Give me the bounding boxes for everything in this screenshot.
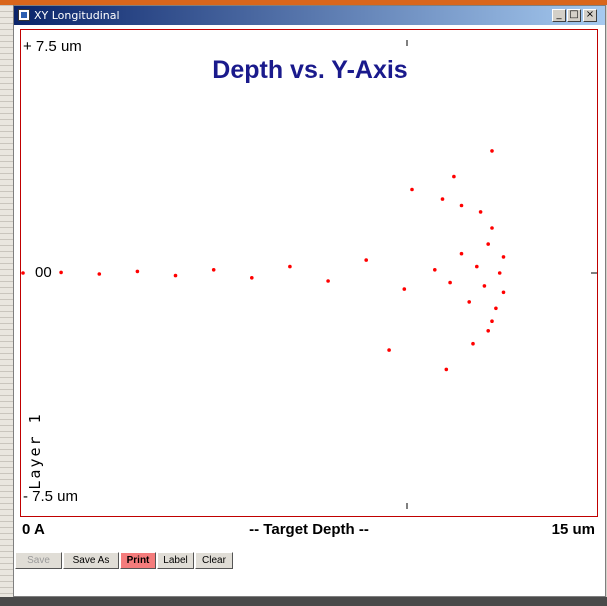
close-button[interactable]: × [583,9,597,22]
background-panel [0,0,14,606]
label-button[interactable]: Label [157,552,194,569]
data-point [490,319,494,324]
chart-title: Depth vs. Y-Axis [212,56,408,84]
data-point [452,174,456,179]
data-point [402,287,407,291]
data-point [440,197,445,201]
x-axis-label-row: 0 A -- Target Depth -- 15 um [20,518,598,542]
data-point [59,270,63,275]
minimize-button[interactable]: _ [552,9,566,22]
data-point [471,341,475,346]
center-label: 00 [35,264,52,281]
data-point [448,280,452,285]
background-accent-bar [0,0,607,5]
data-point [410,187,414,192]
data-point [173,273,178,278]
plot-area: + 7.5 um Depth vs. Y-Axis 00 Layer 1 - 7… [20,29,598,517]
data-point [97,272,102,276]
data-point [475,264,479,269]
data-point [326,279,330,283]
y-axis-bottom-label: - 7.5 um [23,488,79,505]
data-point [501,255,506,259]
app-icon [18,9,30,21]
save-button[interactable]: Save [15,552,62,569]
x-axis-right-label: 15 um [551,521,595,538]
data-point [482,284,487,288]
data-point [478,210,483,214]
data-point [459,203,464,208]
data-point [364,258,369,262]
data-point [135,269,140,274]
data-point [486,329,491,333]
x-axis-left-label: 0 A [22,521,45,538]
xy-longitudinal-window: XY Longitudinal _ □ × + 7.5 um Depth vs.… [13,5,606,597]
clear-button[interactable]: Clear [195,552,233,569]
data-point [497,271,502,275]
data-point [433,268,437,272]
data-point [250,276,254,280]
data-point [444,367,449,372]
data-point [387,348,391,352]
y-axis-top-label: + 7.5 um [23,38,82,55]
data-point [459,251,464,256]
data-point [494,306,498,311]
data-point [467,300,472,304]
maximize-button[interactable]: □ [567,9,581,22]
data-point [486,242,491,246]
save-as-button[interactable]: Save As [63,552,119,569]
data-point [490,149,494,153]
data-point [490,226,494,230]
data-point [288,264,292,269]
data-point [501,290,506,295]
data-point [211,268,216,272]
scatter-plot [21,40,597,509]
x-axis-title: -- Target Depth -- [249,521,369,538]
data-point [21,271,25,275]
print-button[interactable]: Print [120,552,156,569]
window-title: XY Longitudinal [34,9,120,22]
data-marks [21,149,506,372]
background-status-strip [0,597,607,606]
window-titlebar[interactable]: XY Longitudinal _ □ × [14,6,605,25]
